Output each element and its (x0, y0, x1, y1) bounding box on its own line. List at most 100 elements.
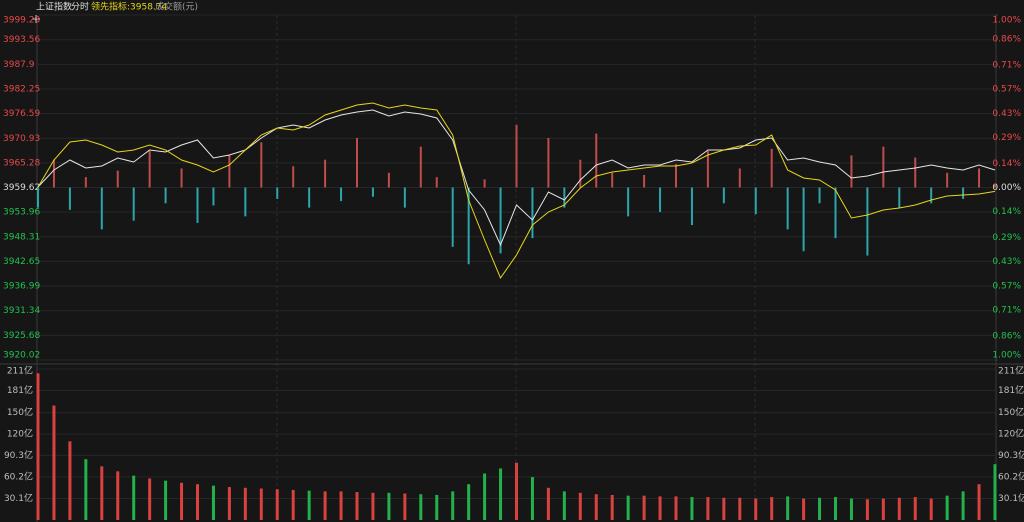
indicator-bar (356, 137, 358, 188)
indicator-bar (308, 187, 311, 208)
indicator-bar (116, 170, 119, 188)
volume-bar (211, 485, 215, 520)
indicator-bar (132, 187, 135, 221)
y2-tick-label: 0.71% (992, 61, 1021, 71)
volume-bar (52, 405, 56, 520)
indicator-bar (754, 187, 757, 215)
volume-bar (690, 497, 694, 520)
volume-bar (961, 491, 965, 520)
indicator-bar (547, 137, 550, 188)
indicator-bar (659, 187, 662, 212)
volume-bar (323, 491, 327, 520)
indicator-bar (866, 187, 869, 256)
indicator-bar (595, 133, 598, 188)
indicator-bar (722, 187, 725, 204)
y-tick-label: 30.1亿 (4, 492, 33, 504)
indicator-bar (770, 148, 773, 188)
indicator-bar (324, 159, 327, 188)
indicator-bar (946, 172, 949, 188)
indicator-bar (37, 187, 39, 208)
volume-bar (355, 492, 359, 520)
volume-bar (84, 459, 88, 520)
volume-bar (515, 462, 518, 520)
y2-tick-label: 0.86% (992, 35, 1021, 45)
indicator-bar (196, 187, 199, 223)
indicator-bar (148, 151, 151, 188)
volume-bar (834, 497, 837, 520)
volume-bar (977, 484, 981, 520)
y2-tick-label: 0.14% (992, 207, 1021, 217)
volume-bar (339, 491, 343, 520)
volume-bar (865, 499, 869, 520)
indicator-bar (515, 124, 518, 188)
volume-bar (546, 487, 550, 520)
volume-bar (929, 498, 933, 520)
volume-bar (36, 373, 40, 520)
indicator-bar (84, 177, 87, 188)
indicator-bar (627, 187, 630, 217)
volume-bar (610, 494, 614, 520)
y2-tick-label: 120亿 (998, 428, 1024, 440)
grid (276, 15, 756, 520)
volume-bar (100, 466, 104, 520)
volume-bar (578, 492, 582, 520)
volume-bar (164, 480, 168, 520)
indicator-bar (563, 187, 566, 208)
volume-bar (594, 494, 598, 520)
volume-bar (530, 477, 534, 520)
volume-bar (706, 497, 710, 520)
indicator-bar (68, 187, 71, 210)
volume-bar (419, 494, 423, 520)
volume-bar (818, 497, 822, 520)
y-tick-label: 3936.99 (3, 282, 40, 292)
y2-tick-label: 1.00% (992, 351, 1021, 361)
indicator-bar (706, 151, 709, 188)
y-tick-label: 3982.25 (3, 84, 40, 94)
indicator-bar (387, 172, 390, 188)
y2-tick-label: 0.00% (992, 183, 1021, 193)
y-tick-label: 60.2亿 (4, 470, 33, 482)
y-tick-label: 3976.59 (3, 109, 40, 119)
y2-tick-label: 90.3亿 (998, 449, 1024, 461)
price-line (37, 102, 996, 280)
y2-tick-label: 30.1亿 (998, 492, 1024, 504)
volume-bar (387, 492, 391, 520)
volume-bar (754, 498, 758, 520)
indicator-bar (340, 187, 343, 202)
y2-tick-label: 0.57% (992, 281, 1021, 291)
y2-tick-label: 0.57% (992, 85, 1021, 95)
y-tick-label: 3993.56 (3, 35, 40, 45)
y2-tick-label: 0.29% (992, 233, 1021, 243)
y-tick-label: 120亿 (7, 428, 33, 440)
indicator-bar (403, 187, 406, 208)
mode-tab[interactable]: 分时 (71, 1, 89, 13)
indicator-bar (180, 168, 183, 188)
volume-bar (403, 493, 407, 520)
y-tick-label: 3925.68 (3, 331, 40, 341)
volume-bar (770, 497, 774, 520)
volume-bar (467, 484, 471, 520)
indicator-bar (818, 187, 821, 204)
y-tick-label: 3959.62 (3, 183, 40, 193)
indicator-bar (451, 187, 454, 247)
volume-bar (196, 484, 199, 520)
volume-bar (786, 496, 790, 520)
indicator-bar (675, 164, 677, 188)
y-tick-label: 3970.93 (3, 134, 40, 144)
y2-tick-label: 211亿 (998, 365, 1024, 377)
indicator-bar (611, 172, 614, 188)
volume-bar (259, 488, 263, 520)
y2-tick-label: 0.14% (992, 159, 1021, 169)
indicator-bar (260, 142, 263, 188)
indicator-bar (499, 187, 502, 254)
volume-bar (68, 441, 72, 520)
indicator-bar (435, 177, 438, 188)
volume-bar (483, 473, 487, 520)
indicator-bar (802, 187, 805, 252)
y-tick-label: 3931.34 (3, 306, 40, 316)
index-name[interactable]: 上证指数 (36, 1, 72, 13)
y-tick-label: 3953.96 (3, 208, 40, 218)
volume-bar (499, 468, 503, 520)
y2-tick-label: 0.71% (992, 305, 1021, 315)
volume-bar (993, 464, 997, 520)
